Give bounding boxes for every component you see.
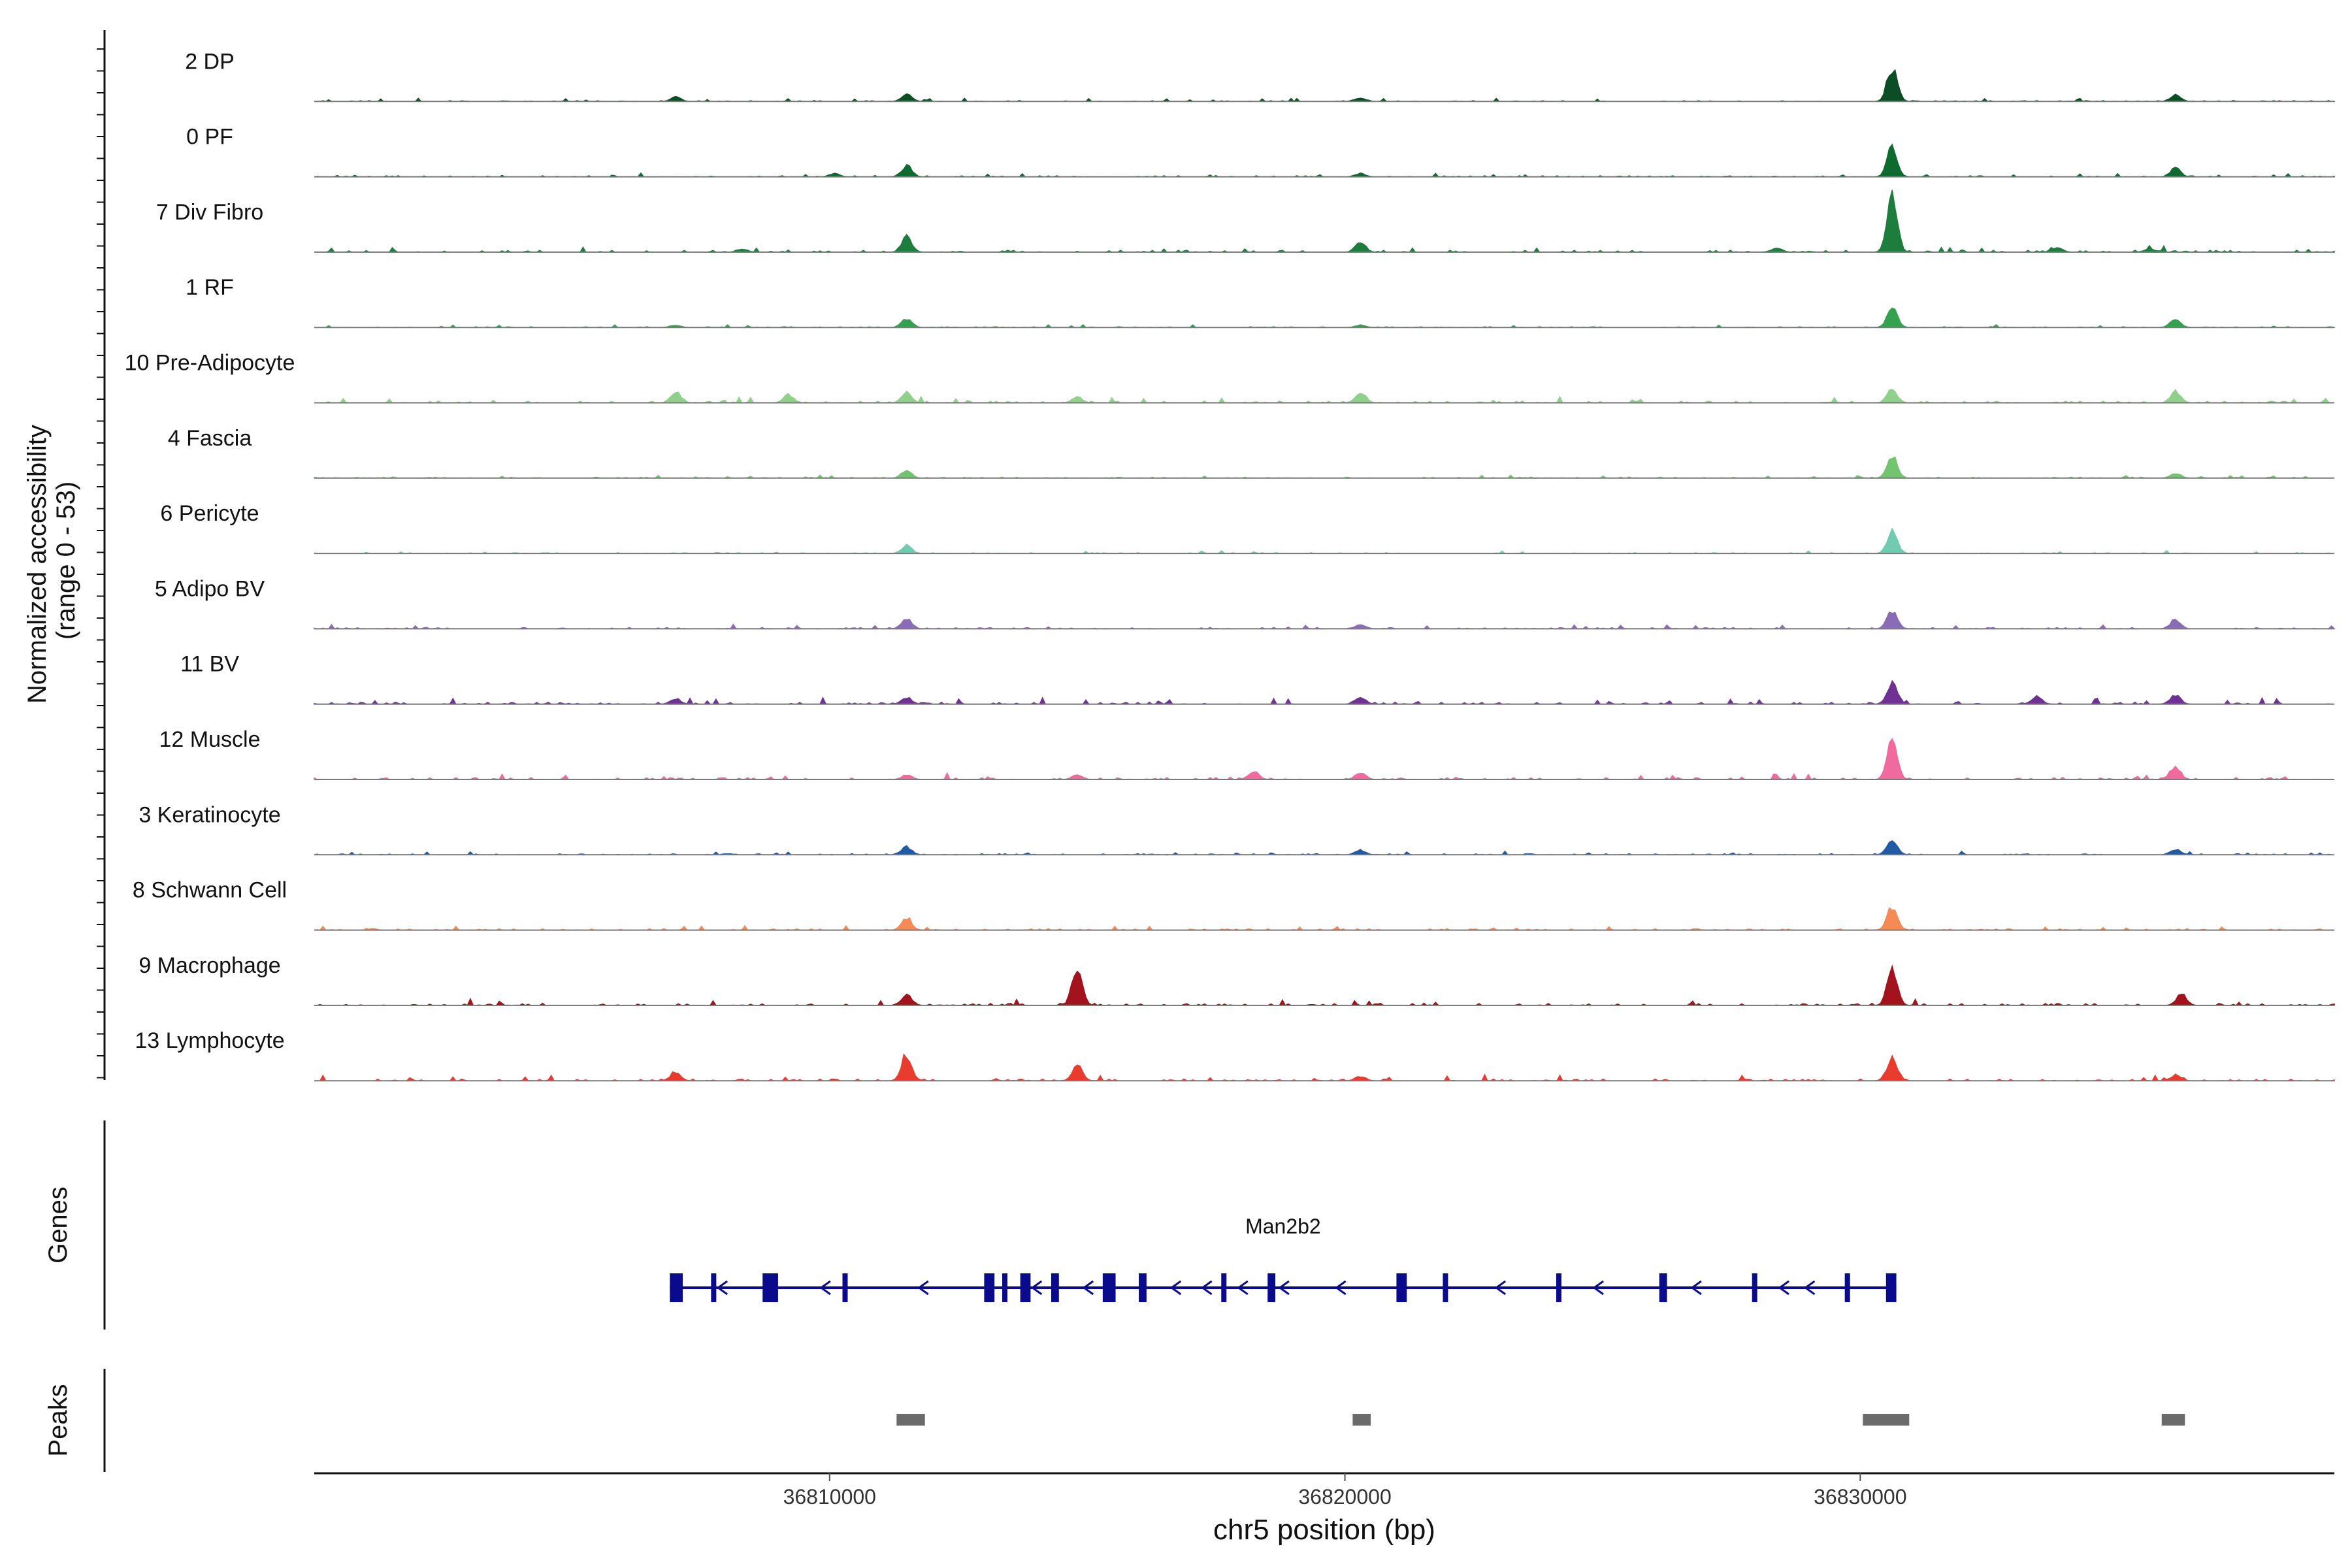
x-axis-label: chr5 position (bp) xyxy=(1213,1514,1435,1546)
track-label: 5 Adipo BV xyxy=(155,576,265,601)
track-label: 8 Schwann Cell xyxy=(133,878,287,903)
gene-exon xyxy=(1886,1273,1897,1302)
strand-arrow xyxy=(1278,1280,1290,1296)
x-tick-label: 36830000 xyxy=(1814,1485,1906,1509)
gene-exon xyxy=(1051,1273,1059,1302)
track-label: 9 Macrophage xyxy=(139,953,280,978)
y-axis-label-line2: (range 0 - 53) xyxy=(52,482,80,640)
gene-exon xyxy=(984,1273,995,1302)
strand-arrow xyxy=(1494,1280,1507,1296)
strand-arrow xyxy=(1200,1280,1213,1296)
track-4: 1 RF xyxy=(186,275,2335,329)
track-coverage-area xyxy=(314,143,2335,178)
strand-arrow xyxy=(1237,1280,1249,1296)
track-9: 11 BV xyxy=(180,652,2334,705)
track-coverage-area xyxy=(314,840,2334,856)
gene-exon xyxy=(1752,1273,1757,1302)
track-coverage-area xyxy=(314,307,2335,329)
y-axis-label: Normalized accessibility (range 0 - 53) xyxy=(23,417,80,704)
peak-region xyxy=(2161,1414,2185,1426)
strand-arrow xyxy=(819,1280,831,1296)
gene-exon xyxy=(1002,1273,1008,1302)
gene-model xyxy=(670,1273,1897,1302)
track-10: 12 Muscle xyxy=(159,727,2334,780)
gene-exon xyxy=(1556,1273,1561,1302)
accessibility-tracks: 2 DP 0 PF 7 Div Fibro 1 RF 10 Pre-Adipocyte 4… xyxy=(125,49,2336,1082)
track-label: 11 BV xyxy=(180,652,239,677)
track-11: 3 Keratinocyte xyxy=(139,802,2334,856)
track-label: 12 Muscle xyxy=(159,727,261,752)
gene-exon xyxy=(711,1273,717,1302)
strand-arrow xyxy=(1169,1280,1182,1296)
track-3: 7 Div Fibro xyxy=(156,189,2335,253)
gene-name-label: Man2b2 xyxy=(1245,1215,1321,1238)
track-14: 13 Lymphocyte xyxy=(135,1028,2335,1082)
track-1: 2 DP xyxy=(185,49,2335,103)
track-coverage-area xyxy=(314,527,2334,554)
track-coverage-area xyxy=(314,389,2334,404)
strand-arrow xyxy=(917,1280,929,1296)
peak-region xyxy=(1352,1414,1371,1426)
track-label: 7 Div Fibro xyxy=(156,200,263,225)
y-axis-ticks xyxy=(97,48,105,1079)
track-coverage-area xyxy=(314,907,2335,931)
gene-exon xyxy=(1659,1273,1667,1302)
x-tick-label: 36810000 xyxy=(783,1485,876,1509)
track-coverage-area xyxy=(314,69,2335,103)
gene-exon xyxy=(1102,1273,1116,1302)
track-6: 4 Fascia xyxy=(168,426,2335,479)
track-coverage-area xyxy=(314,1053,2335,1082)
gene-exon xyxy=(670,1273,683,1302)
peak-region xyxy=(1863,1414,1910,1426)
peaks-track-label: Peaks xyxy=(44,1384,73,1456)
strand-arrow xyxy=(1082,1280,1094,1296)
gene-exon xyxy=(1267,1273,1276,1302)
strand-arrow xyxy=(1592,1280,1604,1296)
gene-exon xyxy=(762,1273,778,1302)
gene-exon xyxy=(1844,1273,1850,1302)
gene-exon xyxy=(1221,1273,1227,1302)
strand-arrow xyxy=(1335,1280,1347,1296)
gene-exon xyxy=(1443,1273,1448,1302)
track-2: 0 PF xyxy=(186,125,2335,178)
track-13: 9 Macrophage xyxy=(139,953,2335,1007)
y-axis-label-line1: Normalized accessibility xyxy=(23,425,52,704)
track-label: 0 PF xyxy=(186,125,233,150)
peak-regions xyxy=(896,1414,2185,1426)
x-axis-ticks: 36810000 36820000 36830000 xyxy=(783,1473,1907,1509)
peak-region xyxy=(896,1414,925,1426)
track-coverage-area xyxy=(314,738,2334,780)
genes-track-label: Genes xyxy=(44,1186,73,1264)
track-label: 1 RF xyxy=(186,275,234,300)
strand-arrow xyxy=(1778,1280,1789,1296)
track-label: 2 DP xyxy=(185,49,235,74)
track-label: 13 Lymphocyte xyxy=(135,1028,284,1053)
track-label: 4 Fascia xyxy=(168,426,252,451)
track-coverage-area xyxy=(314,189,2335,253)
track-label: 3 Keratinocyte xyxy=(139,802,280,827)
track-coverage-area xyxy=(314,964,2335,1007)
gene-exon xyxy=(1139,1273,1147,1302)
x-tick-label: 36820000 xyxy=(1298,1485,1391,1509)
track-8: 5 Adipo BV xyxy=(155,576,2336,630)
track-5: 10 Pre-Adipocyte xyxy=(125,351,2334,404)
track-coverage-area xyxy=(314,611,2336,630)
track-label: 10 Pre-Adipocyte xyxy=(125,351,295,376)
gene-exon xyxy=(1396,1273,1407,1302)
track-coverage-area xyxy=(314,456,2335,479)
track-12: 8 Schwann Cell xyxy=(133,878,2335,931)
strand-arrow xyxy=(716,1280,728,1296)
strand-arrow xyxy=(1690,1280,1702,1296)
gene-exon xyxy=(1020,1273,1031,1302)
strand-arrow xyxy=(1803,1280,1816,1296)
strand-arrow xyxy=(1030,1280,1043,1296)
track-label: 6 Pericyte xyxy=(160,501,259,526)
gene-exon xyxy=(842,1273,848,1302)
track-coverage-area xyxy=(314,679,2334,705)
track-7: 6 Pericyte xyxy=(160,501,2334,555)
